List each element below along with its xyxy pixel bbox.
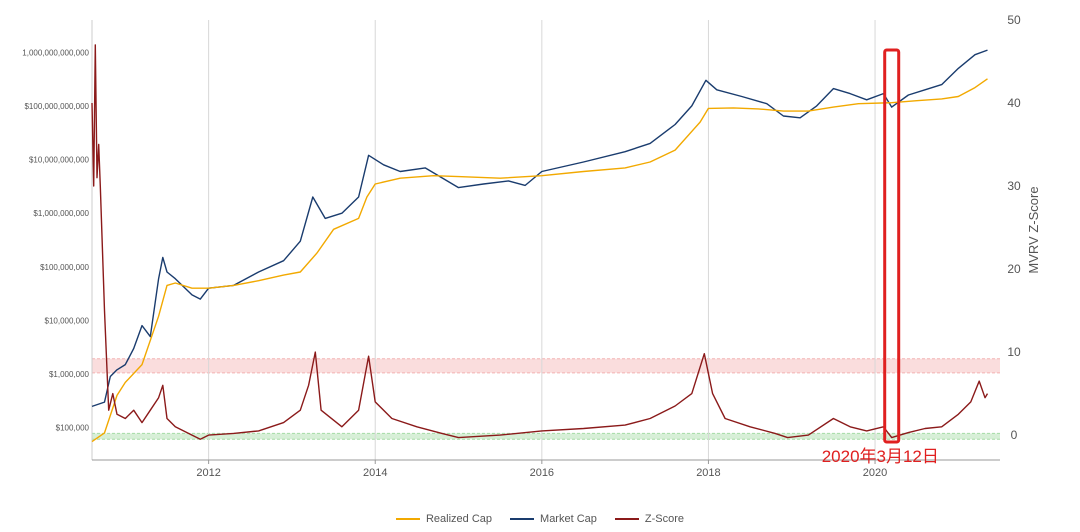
y-right-tick-label: 20 — [1007, 262, 1021, 276]
legend-item-realized-cap[interactable]: Realized Cap — [395, 510, 493, 528]
x-tick-label: 2016 — [530, 467, 554, 479]
y-left-tick-label: $1,000,000 — [49, 370, 90, 379]
market-cap-swatch — [510, 518, 535, 520]
annotation-label: 2020年3月12日 — [822, 447, 939, 466]
y-left-tick-label: $1,000,000,000 — [33, 209, 89, 218]
y-right-tick-label: 40 — [1007, 96, 1021, 110]
mvrv-chart: $100,000 $1,000,000 $10,000,000 $100,000,00… — [22, 13, 1041, 479]
series-line-z-score[interactable] — [91, 44, 989, 440]
y-right-tick-label: 50 — [1007, 13, 1021, 27]
series-line-realized-cap[interactable] — [91, 78, 988, 443]
z-score-swatch — [614, 518, 639, 520]
vertical-gridlines — [208, 20, 876, 460]
zone-bands — [92, 358, 1000, 440]
x-tick-label: 2018 — [696, 467, 720, 479]
series-line-market-cap[interactable] — [91, 49, 988, 408]
y-right-tick-label: 0 — [1011, 428, 1018, 442]
y-left-tick-label: 1,000,000,000,000 — [22, 48, 89, 57]
legend: Realized Cap Market Cap Z-Score — [0, 510, 1080, 528]
x-tick-label: 2014 — [363, 467, 387, 479]
y-left-tick-label: $100,000,000 — [40, 263, 89, 272]
y-left-tick-label: $100,000,000,000 — [24, 102, 89, 111]
legend-label: Realized Cap — [425, 513, 493, 525]
y-left-tick-label: $10,000,000,000 — [29, 156, 90, 165]
legend-item-z-score[interactable]: Z-Score — [614, 510, 685, 528]
band-0 — [92, 358, 1000, 373]
axes: $100,000 $1,000,000 $10,000,000 $100,000,00… — [22, 13, 1041, 479]
y-right-tick-label: 10 — [1007, 345, 1021, 359]
x-tick-label: 2020 — [863, 467, 887, 479]
x-tick-label: 2012 — [196, 467, 220, 479]
annotations: 2020年3月12日 — [822, 48, 939, 466]
realized-cap-swatch — [395, 518, 420, 520]
y-right-axis-title: MVRV Z-Score — [1026, 186, 1041, 273]
legend-label: Market Cap — [540, 513, 597, 525]
legend-label: Z-Score — [644, 513, 685, 525]
y-right-tick-label: 30 — [1007, 179, 1021, 193]
annotation-highlight-box — [883, 48, 901, 444]
y-left-tick-label: $10,000,000 — [45, 316, 90, 325]
band-1 — [92, 433, 1000, 440]
legend-item-market-cap[interactable]: Market Cap — [510, 510, 597, 528]
y-left-tick-label: $100,000 — [56, 424, 90, 433]
series-lines — [91, 44, 989, 443]
